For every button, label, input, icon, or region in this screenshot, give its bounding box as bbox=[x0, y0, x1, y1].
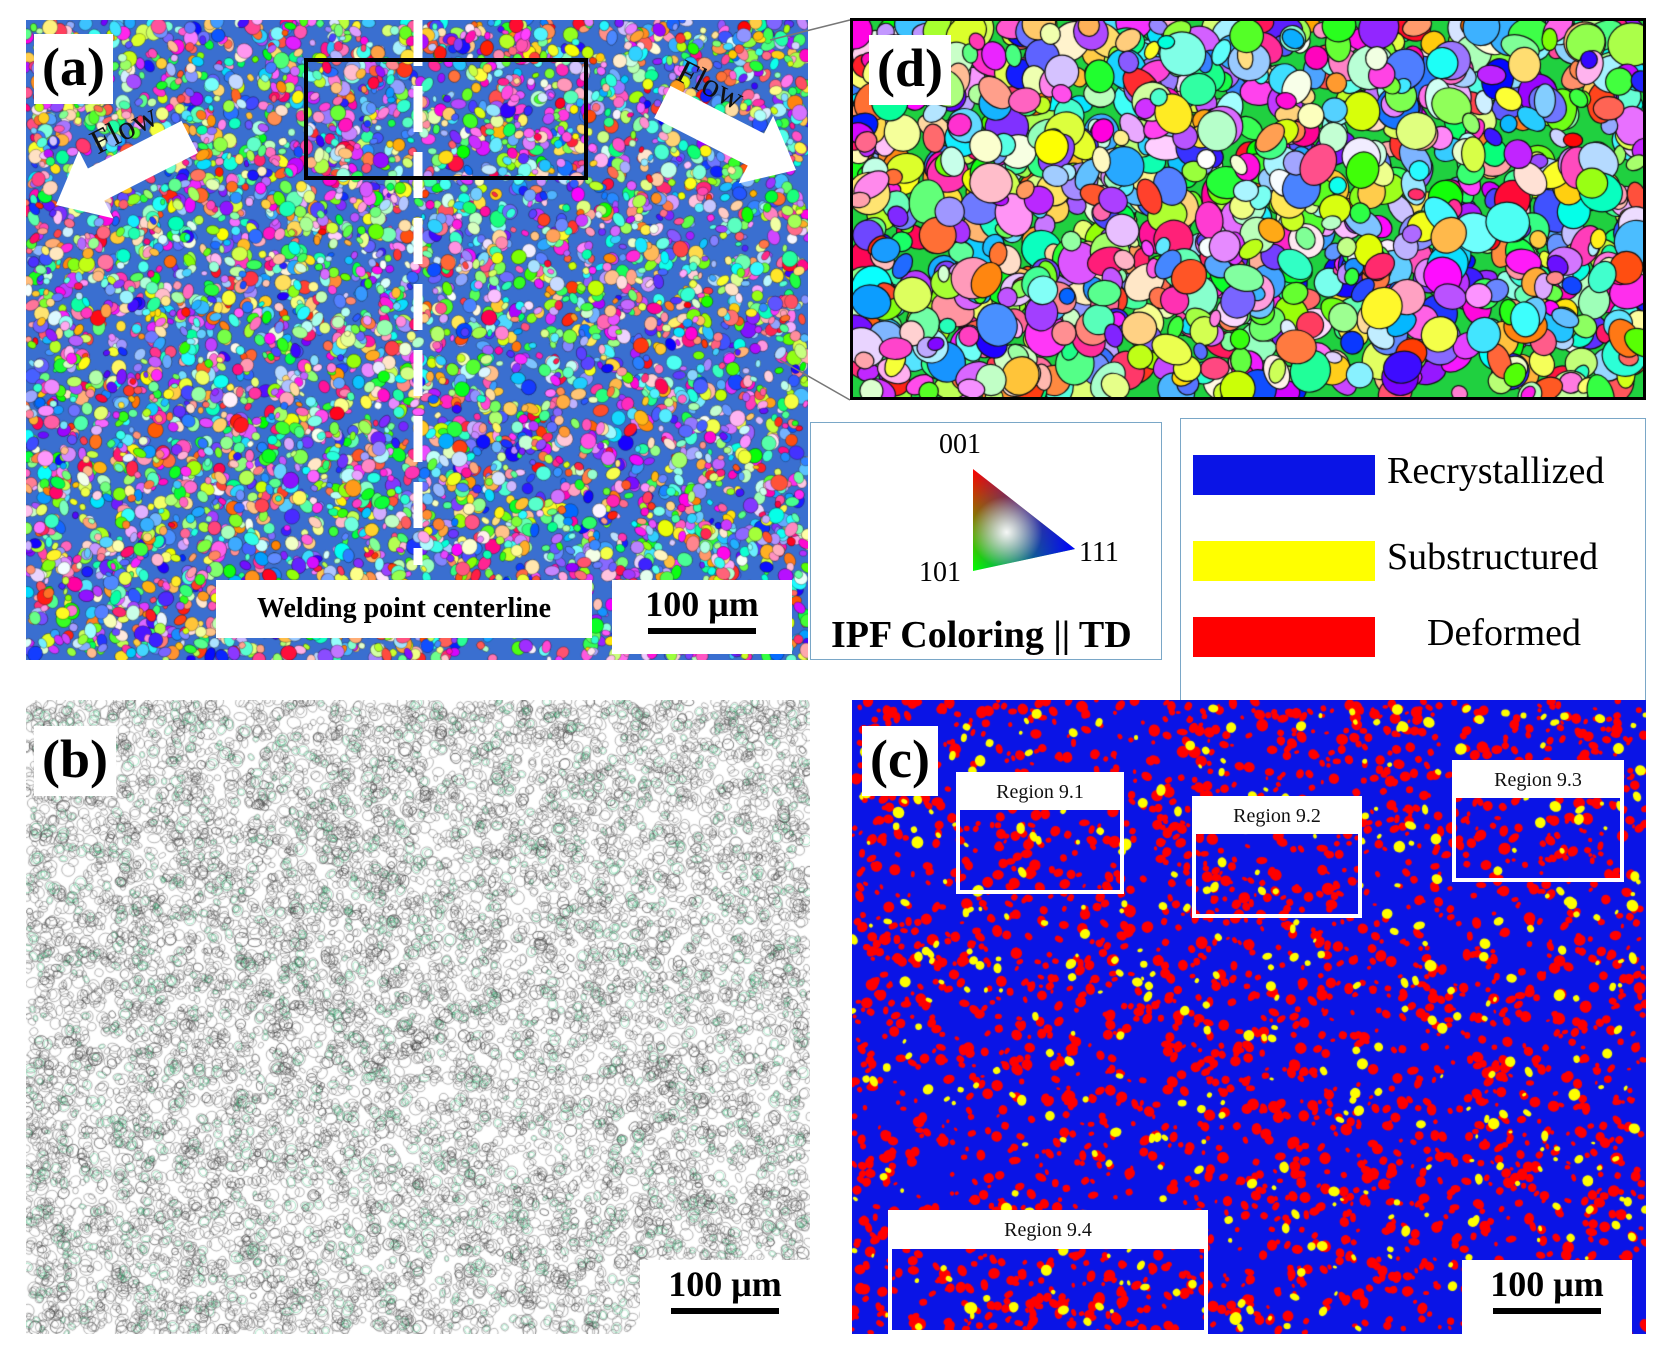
scale-bar-b-line bbox=[671, 1308, 779, 1314]
flow-arrow-right: Flow bbox=[654, 53, 796, 184]
panel-d-label: (d) bbox=[869, 35, 951, 105]
ipf-legend-title: IPF Coloring || TD bbox=[831, 614, 1132, 656]
deformed-label: Deformed bbox=[1427, 612, 1582, 654]
region-9-2-box: Region 9.2 bbox=[1192, 796, 1362, 918]
panel-b-boundary-map: (b) 100 μm bbox=[26, 700, 810, 1334]
scale-bar-b-text: 100 μm bbox=[668, 1264, 782, 1304]
region-9-1-box: Region 9.1 bbox=[956, 772, 1124, 894]
region-9-3-label: Region 9.3 bbox=[1456, 764, 1620, 799]
scale-bar-a: 100 μm bbox=[612, 580, 792, 654]
grain-boundary-map bbox=[26, 700, 810, 1334]
ipf-triangle bbox=[973, 469, 1075, 571]
zoom-region-box bbox=[304, 58, 588, 180]
panel-a-label: (a) bbox=[34, 34, 113, 104]
scale-bar-c: 100 μm bbox=[1462, 1260, 1632, 1334]
centerline-caption: Welding point centerline bbox=[216, 580, 592, 638]
ipf-legend: 001 101 111 IPF Coloring || TD bbox=[810, 422, 1162, 660]
panel-a-overlay: Flow Flow bbox=[56, 20, 796, 565]
flow-arrow-left: Flow bbox=[56, 97, 198, 219]
deformed-swatch bbox=[1193, 617, 1375, 657]
region-9-2-label: Region 9.2 bbox=[1196, 800, 1358, 835]
region-9-4-box: Region 9.4 bbox=[888, 1210, 1208, 1334]
region-9-3-box: Region 9.3 bbox=[1452, 760, 1624, 882]
ipf-pole-001: 001 bbox=[939, 429, 981, 460]
panel-b-label: (b) bbox=[34, 726, 116, 796]
ipf-zoom-grain-map bbox=[853, 21, 1643, 397]
scale-bar-b: 100 μm bbox=[640, 1260, 810, 1334]
scale-bar-a-text: 100 μm bbox=[645, 584, 759, 624]
panel-c-label: (c) bbox=[862, 726, 938, 796]
recrystallized-swatch bbox=[1193, 455, 1375, 495]
region-9-1-label: Region 9.1 bbox=[960, 776, 1120, 811]
recrystallized-label: Recrystallized bbox=[1387, 450, 1605, 492]
panel-d-zoom-map: (d) bbox=[850, 18, 1646, 400]
panel-c-recrystallization-map: (c) Region 9.1 Region 9.2 Region 9.3 Reg… bbox=[852, 700, 1646, 1334]
substructured-swatch bbox=[1193, 541, 1375, 581]
region-9-4-label: Region 9.4 bbox=[892, 1214, 1204, 1249]
scale-bar-a-line bbox=[648, 628, 756, 634]
substructured-label: Substructured bbox=[1387, 536, 1599, 578]
centerline-caption-text: Welding point centerline bbox=[257, 593, 551, 624]
ipf-pole-101: 101 bbox=[919, 557, 961, 588]
state-legend: Recrystallized Substructured Deformed bbox=[1180, 418, 1646, 708]
scale-bar-c-text: 100 μm bbox=[1490, 1264, 1604, 1304]
panel-a-ipf-map: Flow Flow (a) Welding point centerline 1… bbox=[26, 20, 808, 660]
scale-bar-c-line bbox=[1493, 1308, 1601, 1314]
ipf-pole-111: 111 bbox=[1079, 537, 1119, 568]
